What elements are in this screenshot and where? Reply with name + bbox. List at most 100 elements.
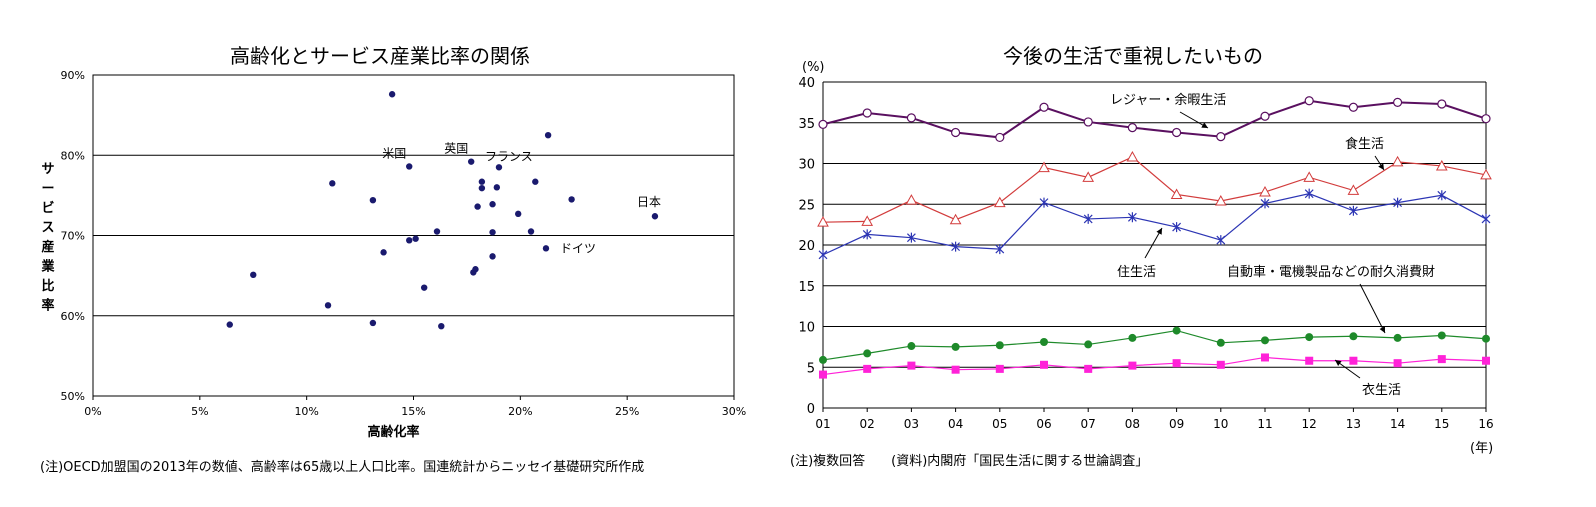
- x-tick-label: 09: [1169, 417, 1184, 431]
- series-marker: [1039, 102, 1049, 112]
- series-marker: [1083, 213, 1093, 224]
- scatter-point: [467, 158, 475, 165]
- scatter-point: [388, 91, 396, 98]
- scatter-point: [369, 196, 377, 204]
- x-tick-label: 11: [1257, 417, 1272, 431]
- x-tick-label: 15: [1434, 417, 1449, 431]
- series-marker: [951, 342, 960, 351]
- scatter-point: [568, 196, 575, 203]
- series-marker: [1083, 117, 1093, 127]
- series-marker: [1391, 155, 1404, 167]
- series-marker: [1039, 197, 1049, 208]
- series-marker: [1214, 194, 1227, 206]
- y-unit-label: (%): [802, 60, 825, 75]
- scatter-point: [420, 284, 428, 291]
- series-marker: [1261, 353, 1269, 362]
- scatter-point: [380, 249, 387, 256]
- series-marker: [863, 364, 872, 373]
- scatter-point: [438, 322, 445, 330]
- x-tick-label: 13: [1346, 417, 1361, 431]
- series-marker: [861, 215, 874, 226]
- y-tick-label: 30: [798, 158, 815, 173]
- series-marker: [1304, 188, 1314, 199]
- series-marker: [1481, 114, 1491, 124]
- x-tick-label: 01: [815, 417, 830, 431]
- y-tick-label: 90%: [61, 69, 85, 82]
- series-line: [822, 356, 1487, 376]
- x-tick-label: 20%: [508, 405, 532, 418]
- y-tick-label: 50%: [61, 390, 85, 403]
- series-marker: [1393, 333, 1402, 342]
- series-marker: [1481, 213, 1491, 224]
- series-marker: [1437, 331, 1446, 340]
- series-marker: [1347, 184, 1360, 195]
- series-annotation: レジャー・余暇生活: [1110, 92, 1226, 108]
- scatter-point: [369, 319, 377, 327]
- series-marker: [951, 241, 961, 252]
- series-marker: [1437, 355, 1446, 364]
- series-marker: [1040, 360, 1048, 369]
- leader-line: [1359, 283, 1386, 334]
- series-marker: [862, 108, 872, 118]
- series-marker: [1172, 222, 1182, 233]
- scatter-point: [433, 228, 441, 235]
- series-marker: [951, 365, 960, 374]
- x-tick-label: 5%: [191, 405, 208, 418]
- y-tick-label: 25: [798, 198, 815, 213]
- line-note: (注)複数回答 (資料)内閣府「国民生活に関する世論調査」: [790, 454, 1149, 469]
- scatter-point: [651, 213, 659, 220]
- x-tick-label: 03: [904, 417, 919, 431]
- series-marker: [1216, 360, 1225, 369]
- series-marker: [995, 341, 1004, 350]
- series-marker: [1305, 333, 1314, 342]
- y-tick-label: 10: [798, 321, 815, 336]
- series-marker: [1480, 168, 1492, 180]
- series-marker: [1127, 212, 1137, 223]
- point-label: ドイツ: [560, 241, 596, 255]
- series-marker: [995, 132, 1005, 143]
- series-marker: [1437, 99, 1447, 109]
- series-marker: [1348, 102, 1359, 112]
- scatter-point: [544, 131, 552, 139]
- series-marker: [863, 349, 872, 358]
- series-marker: [1172, 326, 1181, 335]
- scatter-point: [532, 178, 539, 185]
- series-marker: [995, 244, 1005, 255]
- x-tick-label: 06: [1036, 417, 1051, 431]
- series-line: [822, 193, 1487, 256]
- scatter-point: [478, 178, 486, 185]
- y-tick-label: 60%: [61, 310, 85, 323]
- x-tick-label: 0%: [84, 405, 101, 418]
- x-tick-label: 25%: [615, 405, 639, 418]
- y-tick-label: 5: [807, 361, 815, 376]
- series-marker: [1348, 205, 1358, 216]
- series-marker: [1084, 364, 1093, 373]
- scatter-point: [514, 210, 522, 218]
- series-marker: [1216, 338, 1225, 347]
- x-tick-label: 02: [860, 417, 875, 431]
- scatter-point: [406, 237, 413, 244]
- series-marker: [1128, 361, 1137, 370]
- series-marker: [1349, 332, 1358, 341]
- x-tick-label: 16: [1478, 417, 1493, 431]
- point-label: フランス: [485, 149, 533, 163]
- series-line: [822, 99, 1487, 139]
- x-tick-label: 08: [1125, 417, 1140, 431]
- scatter-point: [470, 269, 477, 276]
- series-marker: [1393, 359, 1402, 368]
- leader-arrowhead: [1156, 228, 1162, 235]
- y-axis-label: サービス産業比率: [40, 162, 55, 314]
- series-marker: [1216, 132, 1226, 142]
- series-marker: [819, 370, 827, 379]
- series-marker: [819, 355, 827, 364]
- scatter-panel: 高齢化とサービス産業比率の関係 50% 60% 70% 80% 90% 0% 5% 10% 15…: [0, 0, 780, 507]
- series-marker: [1126, 150, 1139, 162]
- series-marker: [1084, 340, 1093, 349]
- y-tick-label: 70%: [61, 230, 85, 243]
- scatter-point: [489, 253, 496, 260]
- series-marker: [1482, 356, 1490, 365]
- series-annotation: 衣生活: [1362, 382, 1401, 398]
- series-marker: [1303, 171, 1316, 182]
- series-marker: [1435, 159, 1448, 171]
- x-tick-label: 10: [1213, 417, 1228, 431]
